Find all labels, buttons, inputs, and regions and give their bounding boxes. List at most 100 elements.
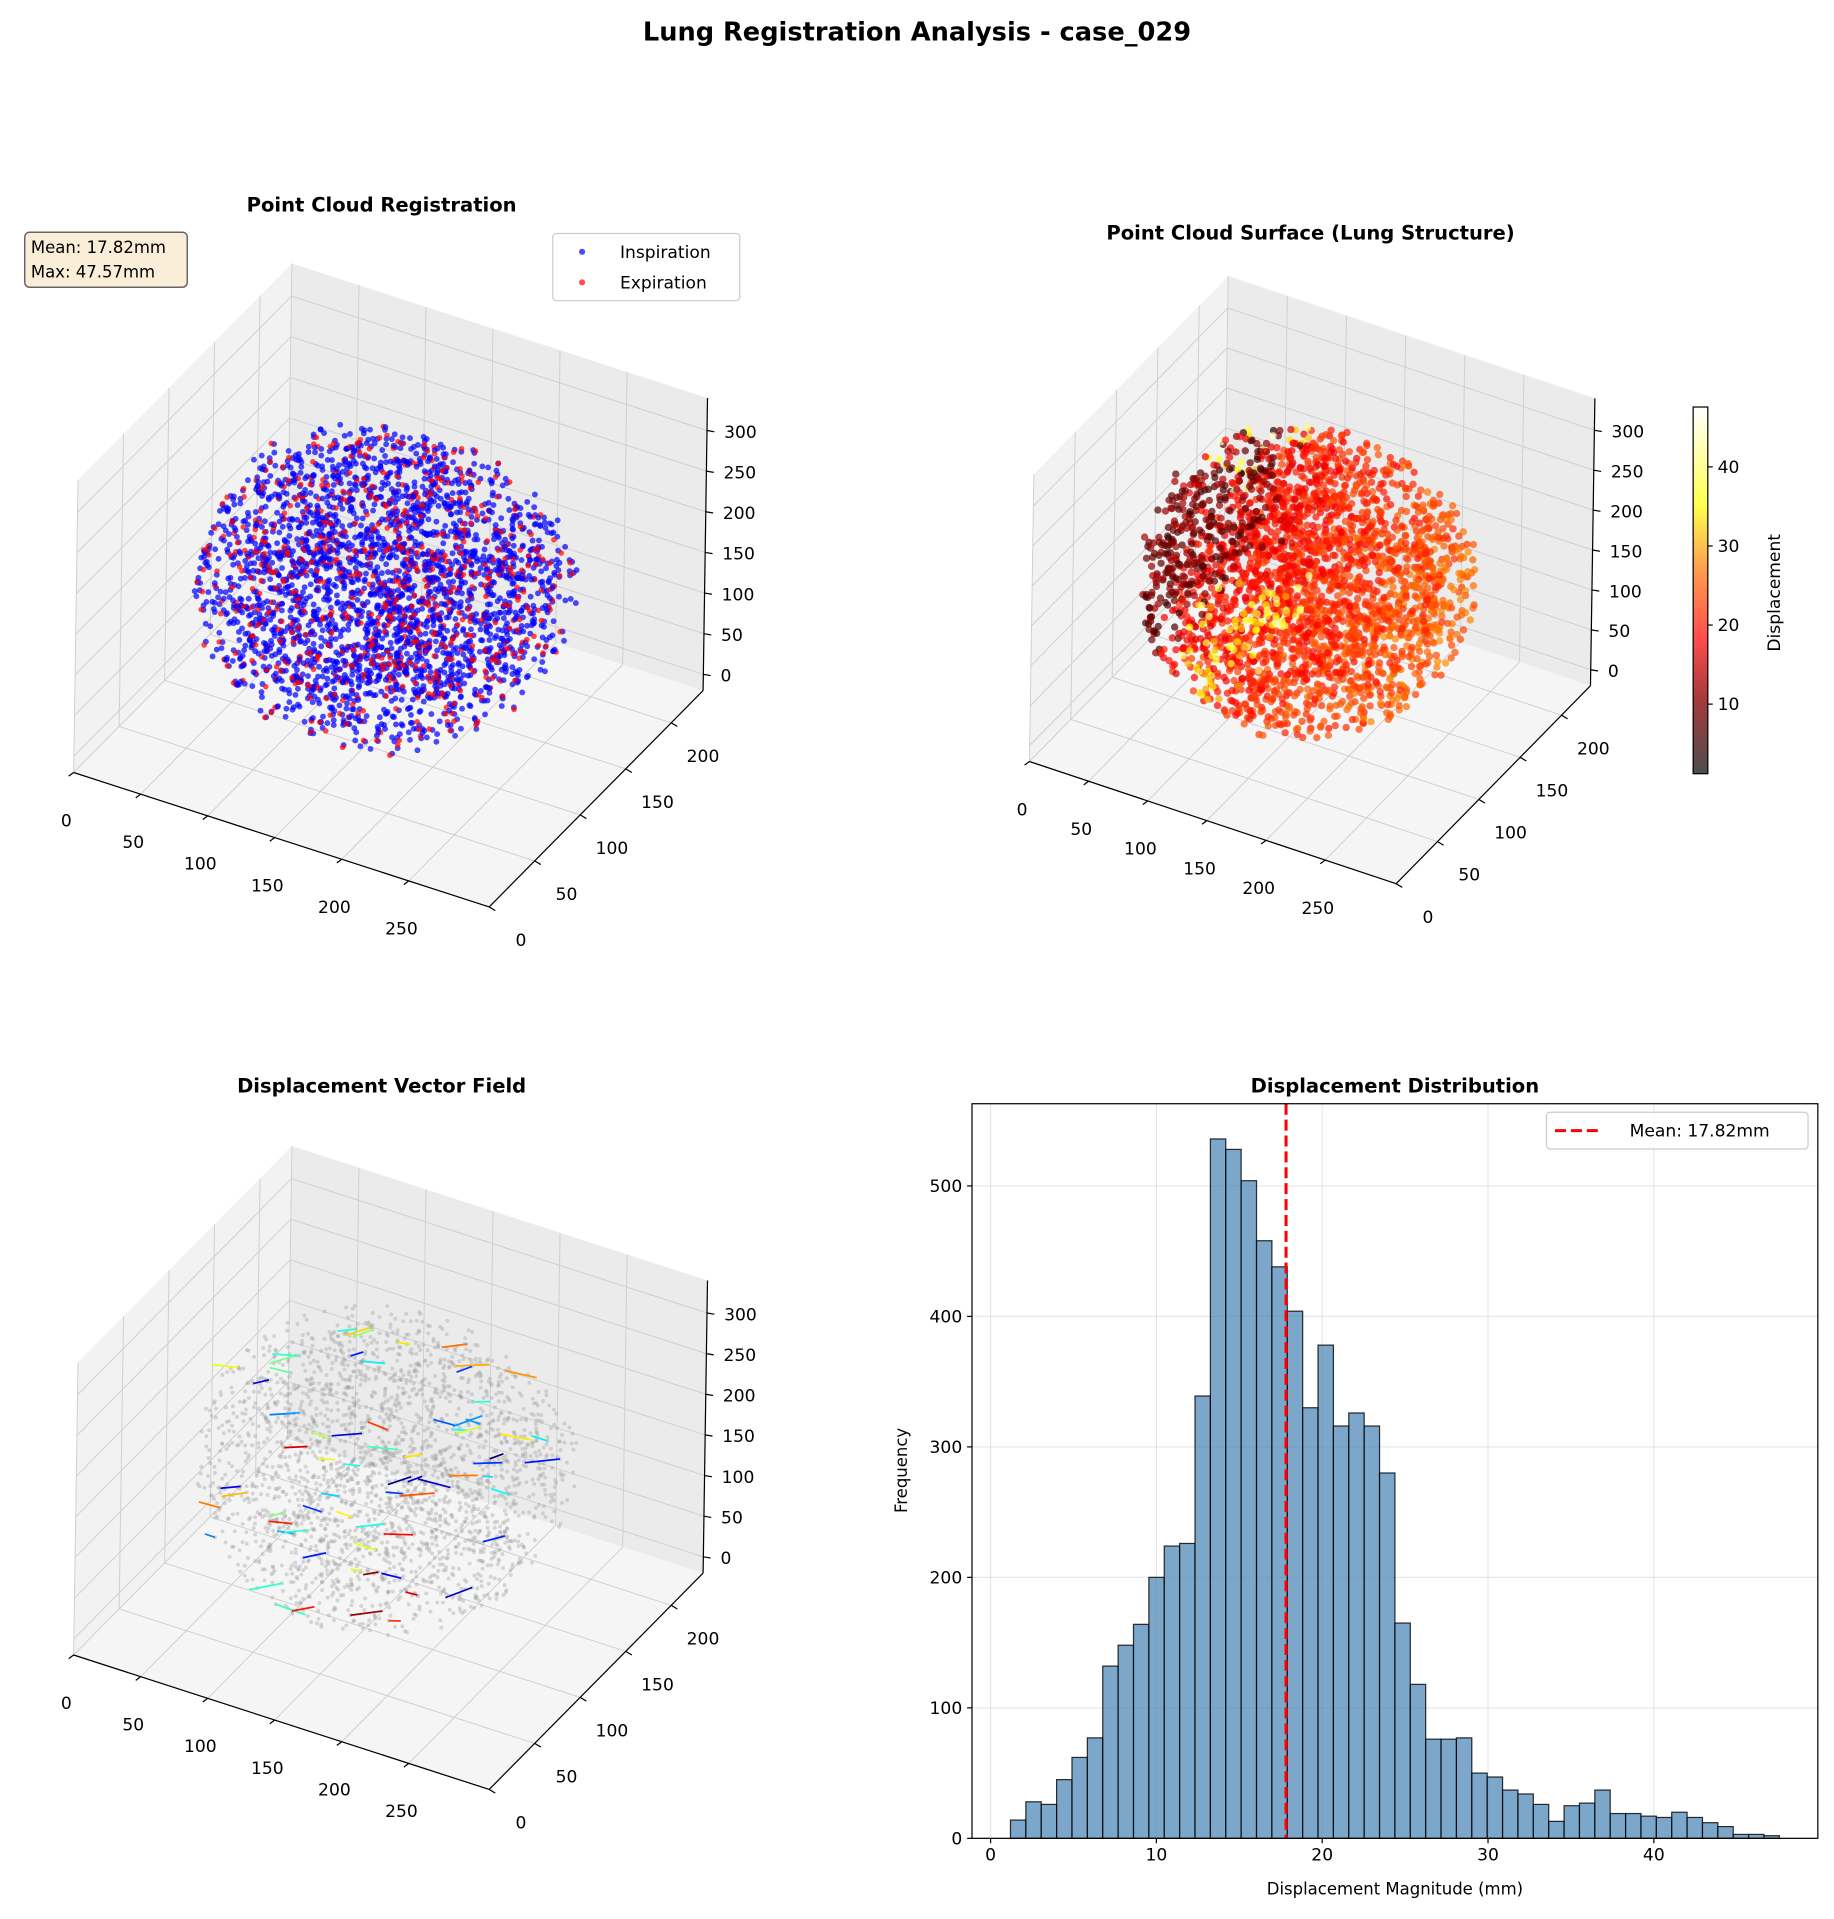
grid-line (73, 479, 79, 773)
inspiration-point (361, 602, 368, 609)
inspiration-point (442, 522, 449, 529)
surface-point (1279, 700, 1287, 708)
inspiration-point (242, 557, 249, 564)
legend-label-inspiration: Inspiration (620, 243, 711, 263)
inspiration-point (354, 587, 361, 594)
expiration-point (524, 636, 530, 643)
inspiration-point (441, 662, 448, 668)
inspiration-point (393, 686, 399, 693)
inspiration-point (498, 515, 505, 522)
inspiration-point (536, 537, 542, 544)
inspiration-point (499, 635, 506, 642)
z-tick-label: 250 (724, 463, 757, 483)
inspiration-point (202, 620, 209, 627)
surface-point (1464, 567, 1472, 576)
inspiration-point (447, 570, 454, 577)
inspiration-point (466, 468, 473, 474)
inspiration-point (539, 543, 545, 550)
expiration-point (475, 479, 482, 486)
inspiration-point (506, 547, 513, 554)
expiration-point (281, 510, 288, 516)
inspiration-point (198, 554, 205, 561)
inspiration-point (527, 593, 534, 600)
expiration-point (217, 610, 224, 617)
inspiration-point (282, 538, 288, 545)
expiration-point (319, 482, 325, 489)
inspiration-point (379, 479, 386, 486)
grid-line (118, 433, 125, 727)
inspiration-point (216, 629, 223, 636)
inspiration-point (408, 446, 415, 452)
surface-point (1355, 725, 1363, 734)
inspiration-point (341, 603, 348, 610)
expiration-point (431, 653, 438, 659)
surface-point (1459, 626, 1468, 634)
inspiration-point (333, 466, 340, 472)
expiration-point (323, 695, 330, 702)
inspiration-point (548, 530, 555, 537)
inspiration-point (215, 594, 222, 601)
inspiration-point (363, 562, 370, 568)
expiration-point (267, 458, 273, 465)
inspiration-point (537, 666, 544, 673)
inspiration-point (335, 518, 342, 525)
expiration-point (351, 548, 358, 554)
inspiration-point (237, 678, 244, 685)
inspiration-point (331, 685, 338, 692)
surface-point (1267, 675, 1275, 683)
expiration-point (327, 712, 334, 718)
inspiration-point (398, 696, 405, 703)
panel-title: Point Cloud Surface (Lung Structure) (1106, 222, 1514, 245)
legend-marker-expiration (579, 279, 586, 286)
inspiration-point (410, 493, 417, 500)
expiration-point (360, 475, 367, 482)
expiration-point (268, 709, 275, 716)
inspiration-point (307, 490, 314, 496)
y-tick-label: 150 (641, 793, 674, 813)
inspiration-point (328, 664, 335, 671)
expiration-point (532, 561, 539, 568)
expiration-point (262, 683, 269, 690)
surface-point (1366, 691, 1374, 699)
surface-point (1469, 540, 1478, 549)
surface-point (1246, 715, 1254, 723)
inspiration-point (245, 595, 252, 602)
expiration-point (368, 493, 374, 500)
inspiration-point (346, 480, 353, 487)
surface-point (1324, 731, 1333, 739)
grid-line (291, 295, 708, 431)
inspiration-point (231, 525, 238, 531)
inspiration-point (486, 685, 493, 692)
inspiration-point (347, 522, 353, 529)
inspiration-point (545, 578, 552, 585)
inspiration-point (262, 503, 269, 510)
inspiration-point (432, 679, 439, 686)
expiration-point (459, 616, 466, 623)
inspiration-point (561, 637, 567, 644)
surface-point (1431, 671, 1439, 679)
inspiration-point (395, 671, 402, 678)
surface-point (1306, 727, 1314, 735)
inspiration-point (383, 441, 390, 448)
expiration-point (342, 611, 349, 617)
inspiration-point (255, 596, 262, 603)
inspiration-point (384, 708, 391, 715)
surface-point (1402, 702, 1411, 711)
inspiration-point (271, 549, 278, 556)
expiration-point (392, 527, 399, 534)
inspiration-point (343, 647, 350, 653)
inspiration-point (318, 643, 325, 650)
inspiration-point (330, 717, 337, 724)
inspiration-point (205, 589, 212, 596)
grid-line (290, 336, 707, 472)
inspiration-point (229, 657, 236, 664)
expiration-point (387, 752, 393, 759)
inspiration-point (382, 726, 388, 732)
inspiration-point (286, 516, 293, 523)
inspiration-point (369, 542, 376, 549)
expiration-point (511, 706, 517, 713)
inspiration-point (278, 677, 285, 684)
inspiration-point (356, 682, 363, 689)
inspiration-point (422, 562, 429, 569)
inspiration-point (518, 608, 525, 615)
